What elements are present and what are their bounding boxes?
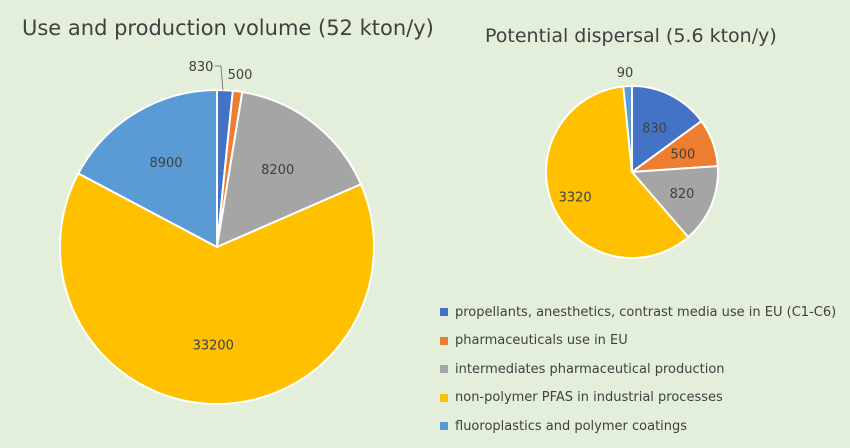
pie-slice	[622, 84, 633, 173]
legend-swatch	[440, 308, 448, 317]
pie-slice	[545, 85, 690, 259]
pie-slice	[629, 165, 719, 239]
legend-label: pharmaceuticals use in EU	[455, 333, 628, 349]
legend-swatch	[440, 422, 448, 431]
pie-slice	[215, 90, 363, 249]
legend-item: non-polymer PFAS in industrial processes	[440, 384, 836, 413]
data-label: 500	[670, 147, 695, 162]
data-label: 500	[228, 68, 253, 83]
legend-item: propellants, anesthetics, contrast media…	[440, 298, 836, 327]
chart-title-right: Potential dispersal (5.6 kton/y)	[485, 25, 777, 47]
legend-item: fluoroplastics and polymer coatings	[440, 412, 836, 441]
legend-swatch	[440, 336, 448, 345]
chart-title-left: Use and production volume (52 kton/y)	[22, 16, 434, 40]
legend-label: intermediates pharmaceutical production	[455, 361, 725, 377]
data-label: 820	[670, 187, 695, 202]
leader-line	[215, 65, 224, 91]
data-label: 830	[189, 60, 214, 75]
legend-label: non-polymer PFAS in industrial processes	[455, 390, 723, 406]
legend-item: pharmaceuticals use in EU	[440, 327, 836, 356]
legend-swatch	[440, 365, 448, 374]
legend-label: propellants, anesthetics, contrast media…	[455, 304, 837, 320]
data-label: 90	[617, 66, 634, 81]
pie-chart-left: 830 500 8200 33200 8900	[59, 60, 375, 405]
pie-slice	[631, 84, 703, 174]
pie-slice	[59, 172, 375, 405]
legend-label: fluoroplastics and polymer coatings	[455, 418, 688, 434]
data-label: 830	[642, 122, 667, 137]
data-label: 8200	[261, 163, 294, 178]
pie-slice	[76, 88, 218, 249]
data-label: 33200	[193, 338, 234, 353]
legend-swatch	[440, 393, 448, 402]
legend: propellants, anesthetics, contrast media…	[440, 298, 836, 441]
data-label: 8900	[149, 156, 182, 171]
legend-item: intermediates pharmaceutical production	[440, 355, 836, 384]
data-label: 3320	[559, 191, 592, 206]
